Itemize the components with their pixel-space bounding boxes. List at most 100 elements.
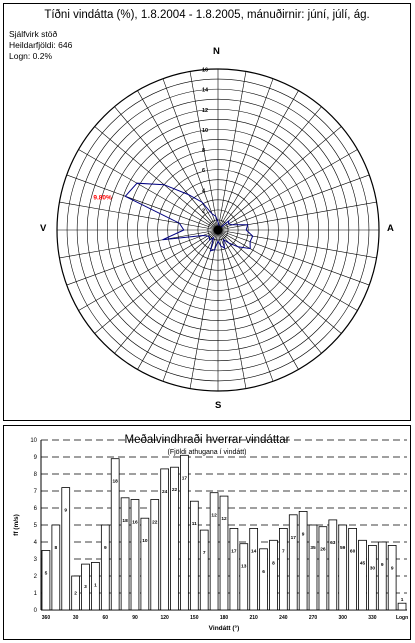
bar-xtick-label: 300 — [339, 615, 348, 621]
bar — [288, 514, 298, 611]
bar-xtick-label: 180 — [220, 615, 229, 621]
bar-count-label: 18 — [122, 518, 128, 524]
bar-xtick-label: 90 — [132, 615, 138, 621]
rose-grid-spoke — [217, 126, 342, 231]
bar-xtick-label: 270 — [309, 615, 318, 621]
rose-grid-spoke — [217, 229, 299, 370]
rose-ring-tick-label: 10 — [202, 128, 208, 134]
bar-xtick-label: 330 — [368, 615, 377, 621]
bar — [130, 499, 140, 611]
bar-count-label: 45 — [360, 560, 366, 566]
bar-count-label: 9 — [64, 508, 67, 514]
rose-center-hub — [213, 225, 223, 235]
bar-count-label: 13 — [241, 564, 247, 570]
bar-count-label: 9 — [381, 562, 384, 568]
rose-grid-spoke — [137, 229, 219, 370]
bar-count-label: 7 — [282, 548, 285, 554]
rose-grid-spoke — [78, 229, 219, 311]
wind-rose-title: Tíðni vindátta (%), 1.8.2004 - 1.8.2005,… — [44, 9, 370, 21]
west-label: V — [40, 223, 47, 234]
bar — [100, 524, 110, 611]
wind-rose-chart: 2 4 6 8 10 12 14 16 9.80% — [56, 68, 380, 392]
rose-ring-tick-label: 4 — [202, 188, 206, 194]
bar-count-label: 5 — [45, 571, 48, 577]
bar-count-label: 16 — [132, 520, 138, 526]
bar — [387, 545, 397, 611]
bar — [249, 528, 259, 611]
rose-grid-spoke — [94, 126, 219, 231]
rose-grid-spoke — [162, 78, 219, 231]
bar — [81, 563, 90, 611]
bar — [269, 539, 278, 611]
rose-grid-spoke — [66, 229, 219, 286]
bar-count-label: 63 — [330, 540, 336, 546]
bar-count-label: 17 — [291, 535, 297, 541]
bar-count-label: 11 — [192, 521, 197, 527]
bar-count-label: 10 — [142, 538, 148, 544]
bar — [110, 458, 120, 611]
bar-count-label: 60 — [350, 548, 356, 554]
rose-grid-spoke — [217, 229, 342, 334]
bar — [259, 548, 268, 611]
wind-rose-panel: Tíðni vindátta (%), 1.8.2004 - 1.8.2005,… — [3, 3, 411, 421]
rose-grid-spoke — [137, 90, 219, 231]
rose-grid-spoke — [114, 106, 219, 231]
bar — [209, 492, 219, 611]
bar — [318, 526, 328, 611]
bar-count-label: 9 — [104, 545, 107, 551]
north-label: N — [213, 46, 220, 57]
rose-grid-spoke — [162, 229, 219, 382]
bar-ytick-label: 6 — [34, 506, 38, 512]
rose-frequency-line — [124, 182, 254, 252]
bar — [239, 543, 249, 611]
rose-grid-spoke — [59, 201, 219, 231]
bar — [150, 499, 160, 611]
rose-max-label: 9.80% — [93, 194, 112, 201]
bar-xtick-label: 240 — [279, 615, 288, 621]
bar — [348, 528, 357, 611]
rose-grid-spoke — [217, 229, 358, 311]
south-label: S — [215, 400, 222, 411]
bar-count-label: 22 — [172, 487, 178, 493]
rose-grid-spoke — [217, 78, 274, 231]
bar-count-label: 9 — [302, 531, 305, 537]
bar-count-label: 22 — [152, 520, 158, 526]
bar-count-label: 12 — [211, 513, 217, 519]
bar-xtick-label: 60 — [103, 615, 109, 621]
bar-count-label: 35 — [310, 545, 316, 551]
bar-ytick-label: 0 — [34, 608, 38, 614]
rose-grid-spoke — [217, 229, 274, 382]
bar-y-axis-title: ff (m/s) — [13, 514, 20, 536]
rose-grid-spoke — [217, 229, 370, 286]
rose-grid-spoke — [217, 201, 377, 231]
bar-xtick-label: 210 — [250, 615, 259, 621]
rose-grid-spoke — [217, 229, 247, 389]
wind-speed-panel: Meðalvindhraði hverrar vindáttar (Fjöldi… — [3, 425, 411, 640]
bar — [140, 517, 150, 611]
bar — [397, 602, 407, 611]
rose-ring-tick-label: 6 — [202, 168, 205, 174]
bar — [368, 545, 377, 611]
bar-count-label: 1 — [94, 582, 97, 588]
bar-ytick-label: 5 — [34, 523, 38, 529]
bar — [298, 511, 308, 611]
bar-count-label: 26 — [320, 547, 326, 553]
bar-count-label: 8 — [272, 560, 275, 566]
bar-ytick-label: 4 — [34, 540, 38, 546]
rose-grid-spoke — [78, 149, 219, 231]
bar — [170, 466, 179, 611]
rose-grid-spoke — [217, 229, 377, 259]
rose-grid-spoke — [189, 71, 219, 231]
bar — [219, 495, 229, 611]
bar — [61, 487, 71, 611]
bar — [229, 528, 239, 611]
bar-count-label: 8 — [55, 545, 58, 551]
bar-count-label: 59 — [340, 545, 346, 551]
rose-ring-tick-label: 2 — [202, 208, 205, 214]
bar — [71, 575, 80, 611]
rose-grid-spoke — [66, 174, 219, 231]
bar-count-label: 30 — [370, 565, 376, 571]
station-type-label: Sjálfvirk stöð — [9, 29, 58, 39]
rose-grid-spoke — [217, 106, 322, 231]
